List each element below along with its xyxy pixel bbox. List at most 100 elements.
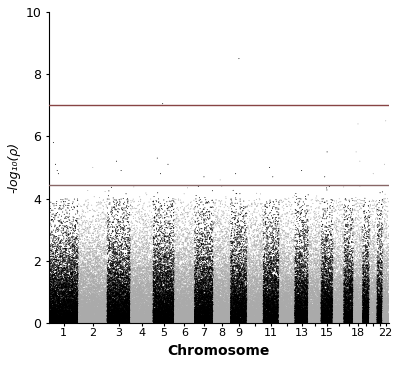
Point [365, 317, 372, 323]
Point [224, 225, 230, 231]
Point [290, 291, 296, 296]
Point [200, 255, 207, 261]
Point [248, 233, 255, 238]
Point [334, 301, 340, 307]
Point [313, 286, 320, 292]
Point [55, 241, 62, 247]
Point [375, 312, 381, 318]
Point [254, 275, 260, 281]
Point [279, 282, 286, 288]
Point [217, 268, 224, 273]
Point [356, 305, 362, 311]
Point [371, 320, 377, 326]
Point [270, 311, 277, 317]
Point [318, 318, 324, 324]
Point [343, 315, 350, 320]
Point [214, 307, 221, 313]
Point [344, 295, 351, 301]
Point [154, 310, 161, 315]
Point [266, 312, 272, 318]
Point [187, 293, 193, 299]
Point [126, 320, 132, 326]
Point [50, 313, 56, 319]
Point [108, 288, 114, 293]
Point [253, 311, 259, 317]
Point [379, 300, 386, 306]
Point [113, 301, 120, 307]
Point [149, 279, 155, 285]
Point [58, 289, 64, 295]
Point [92, 300, 98, 306]
Point [62, 287, 69, 293]
Point [357, 317, 364, 323]
Point [100, 314, 106, 320]
Point [107, 284, 113, 289]
Point [83, 313, 90, 319]
Point [159, 307, 166, 313]
Point [303, 309, 309, 315]
Point [373, 310, 380, 316]
Point [301, 253, 308, 259]
Point [254, 307, 260, 313]
Point [184, 316, 190, 322]
Point [339, 315, 345, 321]
Point [219, 309, 226, 315]
Point [214, 291, 220, 297]
Point [292, 297, 298, 303]
Point [337, 267, 343, 273]
Point [106, 243, 113, 249]
Point [376, 308, 382, 314]
Point [338, 316, 345, 322]
Point [67, 312, 74, 318]
Point [87, 317, 94, 323]
Point [51, 299, 58, 304]
Point [154, 308, 160, 314]
Point [316, 230, 322, 236]
Point [333, 314, 340, 320]
Point [260, 306, 267, 312]
Point [138, 307, 145, 312]
Point [366, 318, 373, 324]
Point [351, 303, 358, 309]
Point [373, 317, 379, 323]
Point [223, 281, 229, 287]
Point [210, 274, 216, 280]
Point [149, 313, 156, 319]
Point [80, 318, 86, 324]
Point [50, 316, 56, 322]
Point [347, 318, 354, 323]
Point [181, 287, 187, 293]
Point [243, 317, 249, 323]
Point [76, 285, 82, 291]
Point [253, 318, 259, 323]
Point [361, 306, 368, 311]
Point [202, 313, 209, 319]
Point [231, 300, 237, 306]
Point [268, 312, 274, 318]
Point [297, 266, 303, 272]
Point [346, 293, 352, 299]
Point [272, 315, 279, 321]
Point [203, 225, 209, 231]
Point [94, 264, 100, 269]
Point [339, 312, 346, 318]
Point [63, 284, 69, 290]
Point [101, 318, 108, 324]
Point [198, 297, 204, 303]
Point [113, 296, 120, 302]
Point [197, 264, 203, 270]
Point [266, 292, 273, 298]
Point [303, 306, 309, 312]
Point [286, 311, 292, 317]
Point [142, 312, 148, 318]
Point [238, 296, 244, 302]
Point [150, 283, 156, 288]
Point [91, 295, 97, 300]
Point [311, 316, 317, 322]
Point [186, 268, 192, 274]
Point [181, 264, 188, 269]
Point [162, 296, 168, 302]
Point [206, 303, 212, 308]
Point [98, 318, 105, 324]
Point [107, 314, 113, 320]
